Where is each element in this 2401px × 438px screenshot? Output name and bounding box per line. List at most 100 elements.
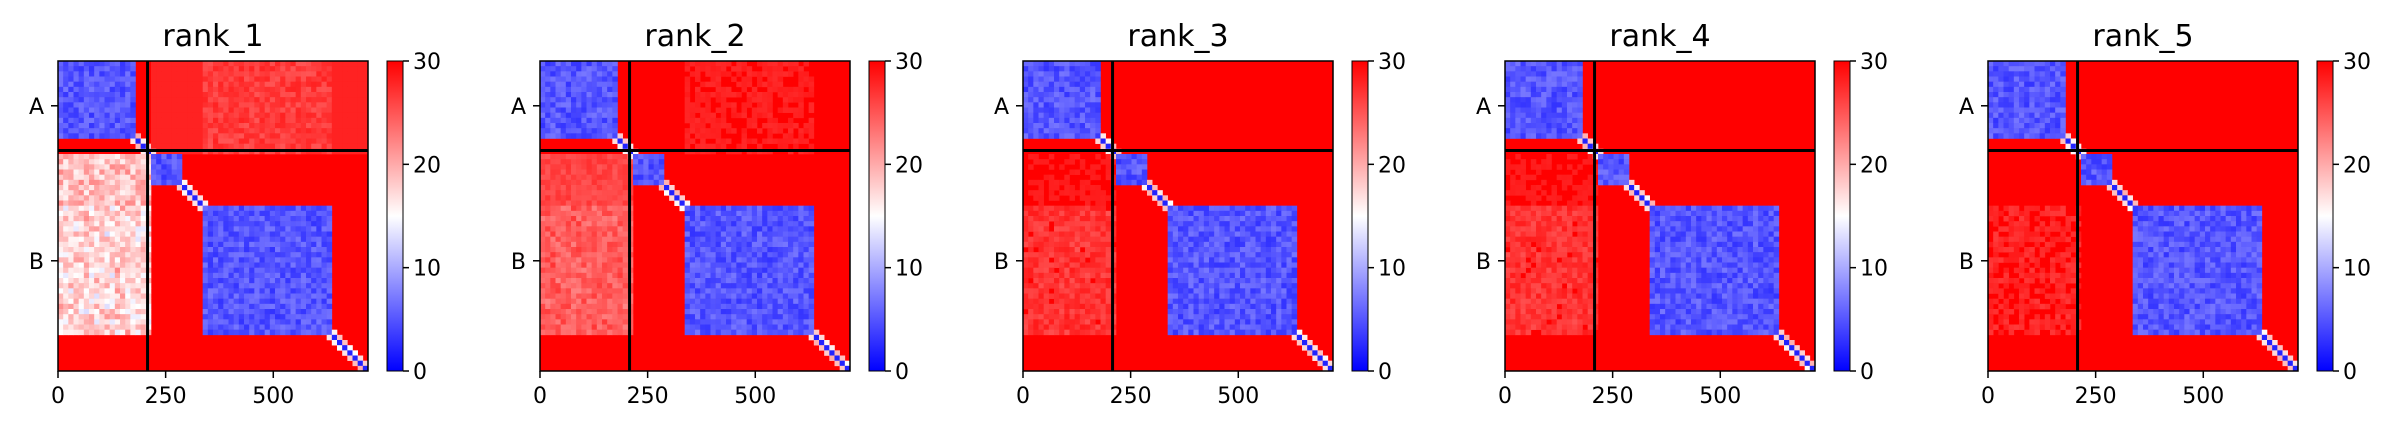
heatmap-cell	[331, 97, 338, 103]
heatmap-cell	[295, 221, 302, 227]
heatmap-cell	[596, 92, 603, 98]
heatmap-cell	[746, 138, 753, 144]
heatmap-cell	[550, 309, 556, 315]
heatmap-cell	[238, 278, 245, 284]
heatmap-cell	[63, 298, 69, 305]
heatmap-cell	[223, 298, 229, 305]
heatmap-cell	[58, 288, 64, 294]
heatmap-cell	[259, 123, 265, 129]
heatmap-cell	[571, 278, 577, 284]
heatmap-cell	[726, 102, 732, 108]
heatmap-cell	[130, 205, 136, 212]
heatmap-cell	[176, 76, 183, 82]
heatmap-cell	[586, 154, 592, 160]
heatmap-cell	[1038, 247, 1044, 253]
heatmap-cell	[540, 241, 546, 248]
heatmap-cell	[576, 76, 582, 82]
heatmap-cell	[259, 241, 265, 248]
heatmap-cell	[700, 247, 706, 253]
heatmap-cell	[125, 278, 131, 284]
heatmap-cell	[73, 216, 79, 222]
heatmap-cell	[321, 216, 327, 222]
heatmap-cell	[89, 92, 95, 98]
heatmap-cell	[285, 288, 291, 294]
heatmap-cell	[140, 169, 147, 175]
heatmap-cell	[767, 262, 773, 268]
heatmap-cell	[58, 252, 64, 258]
heatmap-cell	[254, 143, 260, 150]
heatmap-cell	[99, 231, 105, 237]
heatmap-cell	[772, 309, 778, 315]
heatmap-cell	[1090, 164, 1096, 170]
heatmap-cell	[295, 288, 302, 294]
heatmap-cell	[1095, 86, 1101, 93]
heatmap-cell	[607, 169, 613, 175]
heatmap-cell	[612, 298, 618, 305]
heatmap-cell	[1162, 195, 1168, 201]
heatmap-cell	[751, 278, 758, 284]
heatmap-cell	[254, 262, 260, 268]
heatmap-cell	[213, 205, 219, 212]
heatmap-cell	[285, 205, 291, 212]
heatmap-cell	[560, 102, 567, 108]
heatmap-cell	[1085, 112, 1091, 119]
heatmap-cell	[166, 86, 172, 93]
heatmap-cell	[73, 185, 79, 191]
heatmap-cell	[357, 355, 364, 361]
heatmap-cell	[151, 102, 157, 108]
heatmap-cell	[1141, 159, 1148, 165]
heatmap-cell	[187, 143, 193, 150]
heatmap-cell	[1038, 200, 1044, 206]
heatmap-cell	[238, 303, 245, 310]
heatmap-cell	[596, 329, 603, 336]
heatmap-cell	[171, 154, 178, 160]
heatmap-cell	[1209, 236, 1215, 243]
heatmap-cell	[550, 107, 556, 113]
heatmap-cell	[1126, 164, 1132, 170]
heatmap-cell	[560, 164, 567, 170]
heatmap-cell	[782, 216, 789, 222]
heatmap-cell	[612, 267, 618, 274]
heatmap-cell	[576, 231, 582, 237]
heatmap-cell	[715, 71, 722, 77]
heatmap-cell	[545, 71, 551, 77]
heatmap-cell	[1265, 247, 1272, 253]
heatmap-cell	[223, 278, 229, 284]
heatmap-cell	[1167, 210, 1174, 217]
heatmap-cell	[223, 210, 229, 217]
heatmap-cell	[767, 102, 773, 108]
heatmap-cell	[808, 205, 815, 212]
heatmap-cell	[1079, 107, 1086, 113]
heatmap-cell	[151, 117, 157, 124]
heatmap-cell	[109, 257, 116, 263]
heatmap-cell	[793, 257, 799, 263]
heatmap-cell	[259, 143, 265, 150]
heatmap-cell	[300, 221, 307, 227]
heatmap-cell	[83, 298, 90, 305]
heatmap-cell	[316, 133, 322, 139]
heatmap-cell	[78, 247, 85, 253]
heatmap-cell	[316, 298, 322, 305]
heatmap-cell	[1141, 179, 1148, 186]
heatmap-cell	[576, 236, 582, 243]
heatmap-cell	[1043, 205, 1050, 212]
heatmap-cell	[295, 314, 302, 320]
heatmap-cell	[1234, 210, 1241, 217]
colorbar-tick-label: 30	[895, 50, 923, 75]
heatmap-cell	[746, 241, 753, 248]
heatmap-cell	[259, 236, 265, 243]
heatmap-cell	[99, 81, 105, 88]
heatmap-cell	[269, 252, 276, 258]
heatmap-cell	[767, 267, 773, 274]
heatmap-cell	[710, 324, 716, 330]
heatmap-cell	[306, 252, 312, 258]
heatmap-cell	[571, 159, 577, 165]
heatmap-cells	[540, 61, 851, 372]
heatmap-cell	[228, 210, 234, 217]
heatmap-cell	[757, 205, 763, 212]
heatmap-cell	[78, 169, 85, 175]
heatmap-cell	[357, 76, 364, 82]
heatmap-cell	[326, 123, 333, 129]
heatmap-cell	[249, 86, 255, 93]
heatmap-cell	[705, 221, 711, 227]
